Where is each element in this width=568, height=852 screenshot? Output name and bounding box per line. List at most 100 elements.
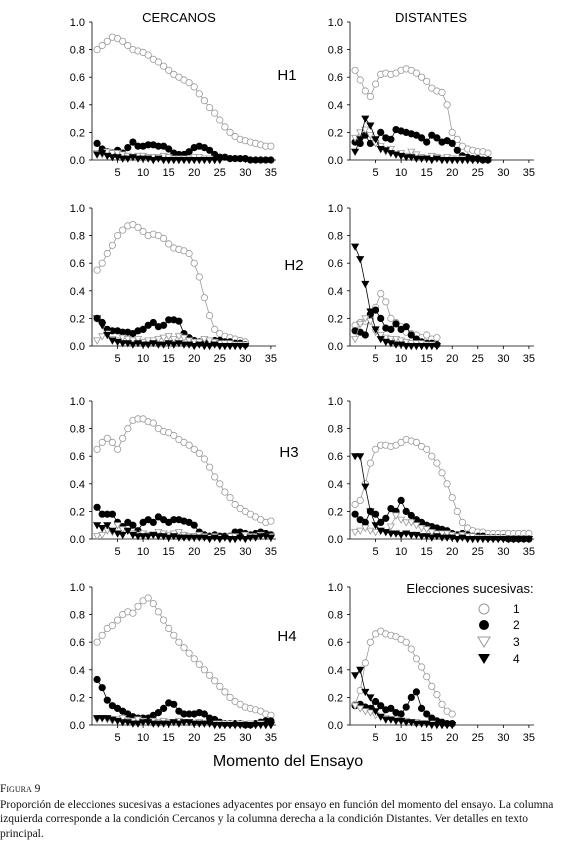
- series-2-point: [392, 320, 400, 328]
- y-tick-label: 1.0: [70, 396, 85, 408]
- legend-marker-3: [477, 636, 491, 648]
- series-3-point: [98, 333, 107, 341]
- series-1-point: [433, 459, 441, 467]
- series-4-point: [407, 342, 416, 351]
- series-4-point: [463, 536, 472, 544]
- series-4-point: [356, 453, 365, 461]
- x-tick-label: 10: [137, 546, 149, 558]
- series-1-point: [211, 325, 219, 333]
- series-4-point: [154, 341, 163, 349]
- y-tick-label: 0.4: [70, 665, 85, 677]
- series-4-point: [371, 522, 380, 530]
- series-3-point: [371, 529, 380, 537]
- series-4-point: [412, 155, 421, 163]
- series-4-point: [371, 708, 380, 716]
- series-1-point: [119, 434, 127, 442]
- series-4-point: [200, 342, 209, 351]
- y-tick-label: 0.8: [70, 45, 85, 57]
- series-4-point: [494, 536, 503, 544]
- series-1-point: [200, 294, 208, 302]
- series-2-point: [103, 696, 111, 704]
- series-4-point: [483, 156, 493, 165]
- series-4-point: [407, 531, 416, 540]
- series-4-point: [391, 341, 401, 349]
- series-4-point: [174, 720, 183, 728]
- x-tick-label: 20: [446, 546, 458, 558]
- series-1-point: [114, 445, 122, 453]
- x-tick-label: 25: [472, 732, 484, 744]
- legend: Elecciones sucesivas: 1 2 3 4: [406, 581, 533, 666]
- series-1-point: [108, 241, 117, 249]
- series-4-point: [366, 308, 375, 316]
- series-1-point: [366, 638, 374, 646]
- series-1-point: [438, 88, 446, 97]
- series-4-point: [519, 536, 528, 544]
- series-4-point: [190, 534, 199, 542]
- series-4-point: [185, 534, 194, 542]
- series-1-point: [361, 87, 369, 95]
- series-2-point: [129, 138, 137, 146]
- x-tick-label: 25: [472, 353, 484, 365]
- x-tick-label: 30: [497, 732, 509, 744]
- series-3-point: [159, 334, 168, 342]
- series-4-point: [231, 722, 240, 730]
- series-4-point: [236, 722, 245, 730]
- series-4-point: [215, 722, 224, 730]
- series-2-point: [453, 146, 461, 154]
- series-1-point: [438, 469, 446, 477]
- x-tick-label: 30: [239, 732, 251, 744]
- y-tick-label: 0.8: [328, 231, 343, 243]
- series-1-point: [93, 45, 101, 54]
- series-4-point: [210, 722, 219, 730]
- series-4-point: [123, 527, 132, 535]
- series-1-point: [226, 128, 234, 136]
- series-1-point: [371, 445, 380, 453]
- x-tick-label: 25: [472, 167, 484, 179]
- series-1-point: [108, 621, 117, 630]
- series-4-point: [351, 453, 360, 461]
- series-2-point: [407, 693, 415, 702]
- series-1-point: [356, 496, 364, 504]
- series-1-point: [98, 259, 106, 267]
- series-1-point: [221, 488, 229, 496]
- x-tick-label: 15: [421, 732, 433, 744]
- series-4-point: [98, 322, 107, 330]
- series-2-point: [412, 688, 420, 696]
- x-tick-label: 25: [214, 167, 226, 179]
- legend-marker-4: [478, 654, 490, 664]
- series-1-point: [114, 616, 122, 624]
- series-4-point: [261, 722, 270, 730]
- series-1-point: [371, 80, 380, 88]
- y-tick-label: 0.0: [70, 534, 85, 546]
- series-1-point: [267, 517, 275, 525]
- series-4-point: [93, 715, 102, 723]
- series-4-point: [417, 533, 426, 541]
- x-tick-label: 15: [163, 353, 175, 365]
- series-1-point: [458, 518, 466, 527]
- series-1-point: [144, 594, 152, 602]
- y-tick-label: 1.0: [328, 582, 343, 594]
- legend-marker-1: [478, 603, 490, 615]
- series-2-point: [361, 518, 369, 527]
- series-1-point: [98, 631, 106, 639]
- y-tick-label: 0.0: [328, 534, 343, 546]
- x-tick-label: 30: [239, 167, 251, 179]
- series-4-point: [509, 536, 518, 544]
- series-4-point: [174, 156, 183, 165]
- y-tick-label: 0.8: [70, 231, 85, 243]
- series-1-point: [417, 73, 426, 81]
- y-tick-label: 0.6: [70, 258, 85, 270]
- series-3-point: [98, 531, 107, 540]
- series-1-point: [366, 459, 374, 467]
- series-4-point: [478, 536, 487, 544]
- series-4-point: [427, 156, 436, 165]
- x-tick-label: 15: [421, 167, 433, 179]
- x-tick-label: 5: [372, 732, 378, 744]
- series-4-point: [351, 672, 360, 680]
- x-tick-label: 35: [523, 167, 535, 179]
- x-tick-label: 20: [446, 167, 458, 179]
- x-tick-label: 5: [114, 546, 120, 558]
- series-2-point: [185, 148, 193, 156]
- series-1-point: [433, 690, 441, 699]
- series-4-point: [468, 536, 477, 544]
